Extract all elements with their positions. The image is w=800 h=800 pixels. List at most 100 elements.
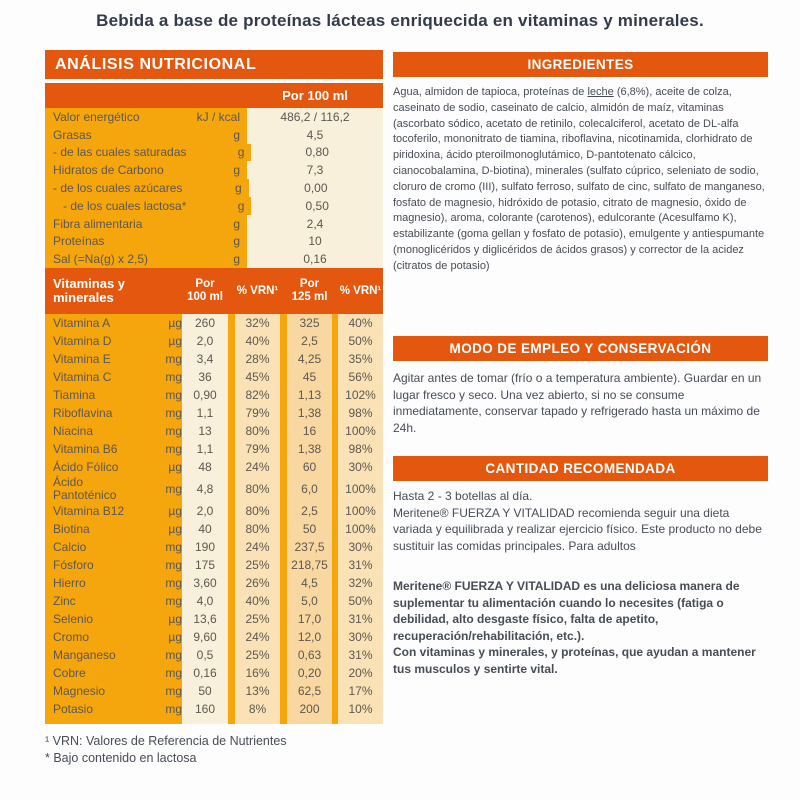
- vitamin-label: Ácido Pantoténico: [53, 475, 117, 503]
- vrn-percent-125ml: 31%: [338, 556, 383, 575]
- vrn-percent-125ml: 17%: [338, 682, 383, 701]
- nutrient-unit: g: [237, 145, 245, 160]
- vitamin-unit: mg: [165, 576, 182, 591]
- nutrient-value-per-100ml: 2,4: [247, 214, 383, 233]
- vitamin-row: Vitamina D µg 2,0 40% 2,5 50%: [45, 332, 383, 351]
- ingredients-text-after: (6,8%), aceite de colza, caseinato de so…: [393, 86, 765, 272]
- vitamin-label: Cobre: [53, 665, 86, 680]
- vitamin-row: Ácido Fólico µg 48 24% 60 30%: [45, 458, 383, 477]
- vitamin-unit: mg: [165, 424, 182, 439]
- vitamins-minerals-table: Vitamina A µg 260 32% 325 40% Vitamina D…: [45, 314, 383, 719]
- vrn-percent-100ml: 26%: [235, 574, 280, 593]
- value-per-100ml: 0,5: [182, 646, 228, 665]
- value-per-125ml: 0,63: [287, 646, 332, 665]
- value-per-125ml: 218,75: [287, 556, 332, 575]
- recommended-intro: Hasta 2 - 3 botellas al día. Meritene® F…: [393, 488, 771, 554]
- value-per-125ml: 45: [287, 368, 332, 387]
- vrn-percent-100ml: 25%: [235, 556, 280, 575]
- vitamin-row: Magnesio mg 50 13% 62,5 17%: [45, 682, 383, 701]
- value-per-100ml: 1,1: [182, 404, 228, 423]
- value-per-100ml: 4,0: [182, 592, 228, 611]
- vrn-percent-100ml: 28%: [235, 350, 280, 369]
- vitamin-row: Vitamina B12 µg 2,0 80% 2,5 100%: [45, 502, 383, 521]
- vitamin-row: Manganeso mg 0,5 25% 0,63 31%: [45, 646, 383, 665]
- vrn-percent-100ml: 80%: [235, 476, 280, 503]
- value-per-100ml: 13: [182, 422, 228, 441]
- nutrient-row: Fibra alimentaria g 2,4: [45, 214, 383, 233]
- value-per-125ml: 5,0: [287, 592, 332, 611]
- vitamin-row: Niacina mg 13 80% 16 100%: [45, 422, 383, 441]
- vrn-percent-100ml: 13%: [235, 682, 280, 701]
- value-per-100ml: 3,60: [182, 574, 228, 593]
- nutrient-value-per-100ml: 0,50: [251, 196, 383, 215]
- vitamin-unit: mg: [165, 684, 182, 699]
- vrn-percent-125ml: 30%: [338, 538, 383, 557]
- column-header-vrn-100: % VRN¹: [236, 284, 279, 297]
- nutrient-value-per-100ml: 10: [247, 232, 383, 251]
- nutrient-unit: g: [234, 181, 242, 196]
- vitamin-label: Biotina: [53, 521, 90, 536]
- vrn-percent-100ml: 32%: [235, 314, 280, 333]
- vrn-percent-100ml: 40%: [235, 332, 280, 351]
- vitamin-label: Cromo: [53, 629, 90, 644]
- vrn-percent-125ml: 50%: [338, 592, 383, 611]
- value-per-125ml: 2,5: [287, 332, 332, 351]
- vitamin-unit: mg: [165, 482, 182, 497]
- vrn-percent-100ml: 25%: [235, 646, 280, 665]
- footnotes: ¹ VRN: Valores de Referencia de Nutrient…: [45, 724, 383, 767]
- vitamin-label: Magnesio: [53, 683, 106, 698]
- vrn-percent-125ml: 30%: [338, 628, 383, 647]
- nutrient-row: Proteínas g 10: [45, 232, 383, 251]
- vrn-percent-125ml: 102%: [338, 386, 383, 405]
- page-title: Bebida a base de proteínas lácteas enriq…: [96, 11, 704, 30]
- vitamin-label: Fósforo: [53, 557, 94, 572]
- value-per-125ml: 237,5: [287, 538, 332, 557]
- vrn-percent-125ml: 100%: [338, 476, 383, 503]
- cantidad-recomendada-header: CANTIDAD RECOMENDADA: [393, 456, 768, 481]
- vitamin-row: Biotina µg 40 80% 50 100%: [45, 520, 383, 539]
- value-per-100ml: 1,1: [182, 440, 228, 459]
- vrn-percent-125ml: 31%: [338, 610, 383, 629]
- vrn-percent-100ml: 24%: [235, 458, 280, 477]
- nutrient-label: - de los cuales lactosa*: [53, 198, 187, 213]
- per-100ml-header-label: Por 100 ml: [282, 88, 348, 103]
- vrn-percent-125ml: 32%: [338, 574, 383, 593]
- nutrient-label: - de las cuales saturadas: [53, 145, 187, 160]
- vitamin-row: Riboflavina mg 1,1 79% 1,38 98%: [45, 404, 383, 423]
- vitamin-label: Zinc: [53, 593, 76, 608]
- vitamin-unit: mg: [165, 442, 182, 457]
- nutrient-unit: g: [233, 127, 240, 142]
- vitamin-label: Hierro: [53, 575, 86, 590]
- vitamin-row: Calcio mg 190 24% 237,5 30%: [45, 538, 383, 557]
- vitamins-header-title: Vitaminas y minerales: [53, 276, 126, 306]
- vrn-percent-125ml: 30%: [338, 458, 383, 477]
- vitamin-unit: µg: [168, 630, 182, 645]
- vitamin-unit: mg: [165, 370, 182, 385]
- vitamin-unit: mg: [165, 594, 182, 609]
- vitamin-label: Calcio: [53, 539, 87, 554]
- value-per-100ml: 50: [182, 682, 228, 701]
- vitamin-row: Vitamina B6 mg 1,1 79% 1,38 98%: [45, 440, 383, 459]
- nutrient-label: Fibra alimentaria: [53, 216, 143, 231]
- value-per-125ml: 200: [287, 700, 332, 719]
- vrn-percent-100ml: 8%: [235, 700, 280, 719]
- vrn-percent-100ml: 80%: [235, 520, 280, 539]
- vitamin-label: Riboflavina: [53, 405, 113, 420]
- vitamin-unit: mg: [165, 666, 182, 681]
- vitamin-label: Vitamina B6: [53, 441, 118, 456]
- vitamin-unit: µg: [168, 460, 182, 475]
- column-header-vrn-125: % VRN¹: [339, 284, 382, 297]
- value-per-100ml: 190: [182, 538, 228, 557]
- footnote-lactose: * Bajo contenido en lactosa: [45, 751, 197, 766]
- nutrient-unit: g: [233, 216, 240, 231]
- table-bottom-spacer: [45, 718, 383, 725]
- vitamin-row: Vitamina A µg 260 32% 325 40%: [45, 314, 383, 333]
- value-per-100ml: 48: [182, 458, 228, 477]
- vrn-percent-100ml: 80%: [235, 502, 280, 521]
- vitamin-unit: mg: [165, 540, 182, 555]
- value-per-100ml: 3,4: [182, 350, 228, 369]
- vitamin-unit: mg: [165, 558, 182, 573]
- value-per-125ml: 2,5: [287, 502, 332, 521]
- nutrient-unit: g: [233, 252, 240, 267]
- vitamin-label: Vitamina D: [53, 333, 112, 348]
